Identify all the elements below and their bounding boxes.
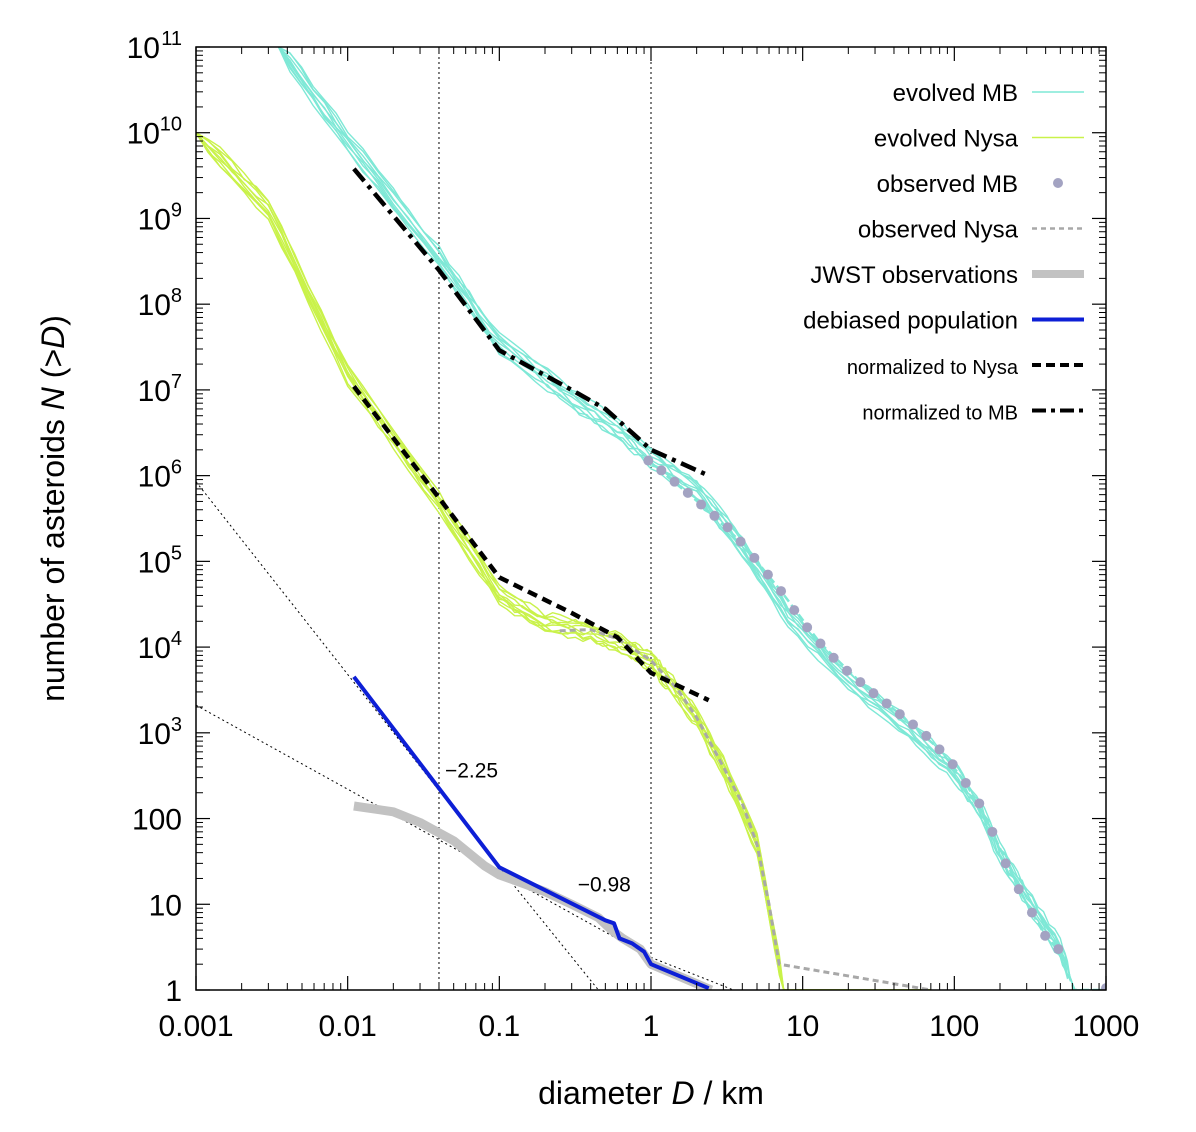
y-tick-label: 10 bbox=[138, 203, 171, 236]
y-tick-label: 10 bbox=[138, 289, 171, 322]
series-observed-mb-point bbox=[881, 698, 892, 709]
x-tick-label: 1 bbox=[643, 1010, 660, 1043]
annotations: −2.25 −0.98 bbox=[445, 760, 631, 897]
legend-swatch bbox=[1053, 178, 1063, 188]
series-observed-mb-point bbox=[776, 586, 787, 597]
y-title-symbol: N bbox=[35, 386, 71, 410]
series-observed-mb-point bbox=[934, 744, 945, 755]
series-evolved-mb-run bbox=[277, 47, 1106, 990]
y-tick-exponent: 9 bbox=[171, 199, 182, 221]
series-debiased-population bbox=[352, 675, 710, 990]
legend-label: debiased population bbox=[803, 308, 1018, 335]
series-observed-mb-point bbox=[894, 709, 905, 720]
y-tick-label: 10 bbox=[138, 375, 171, 408]
y-tick-exponent: 6 bbox=[171, 457, 182, 479]
series-normalized-to-mb bbox=[352, 167, 710, 478]
series-layer bbox=[196, 47, 1106, 990]
y-tick-label: 100 bbox=[132, 804, 182, 837]
series-observed-mb-point bbox=[789, 605, 800, 616]
series-observed-mb-point bbox=[1040, 930, 1051, 941]
legend: evolved MB evolved Nysa observed MB observe… bbox=[803, 80, 1084, 425]
series-evolved-mb-run bbox=[278, 47, 1106, 990]
series-observed-mb-point bbox=[1013, 884, 1024, 895]
y-tick-label: 10 bbox=[138, 718, 171, 751]
series-observed-mb-point bbox=[722, 522, 733, 533]
y-tick-label: 10 bbox=[138, 461, 171, 494]
series-observed-mb-point bbox=[669, 476, 680, 487]
series-observed-mb-point bbox=[735, 536, 746, 547]
y-tick-label: 10 bbox=[149, 889, 182, 922]
series-observed-mb-point bbox=[828, 652, 839, 663]
y-tick-label: 1 bbox=[165, 975, 182, 1008]
series-observed-mb-point bbox=[762, 569, 773, 580]
series-observed-mb-point bbox=[908, 719, 919, 730]
y-title-close: ) bbox=[35, 315, 71, 326]
y-title-text: number of asteroids bbox=[35, 410, 71, 702]
x-title-unit: / km bbox=[695, 1075, 764, 1111]
legend-label: normalized to MB bbox=[862, 403, 1018, 425]
series-observed-mb-point bbox=[1026, 907, 1037, 918]
x-axis-title: diameter D / km bbox=[538, 1075, 764, 1111]
y-axis-title: number of asteroids N (>D) bbox=[35, 315, 71, 702]
x-tick-label: 10 bbox=[786, 1010, 819, 1043]
series-observed-mb-point bbox=[815, 638, 826, 649]
series-observed-mb-point bbox=[960, 777, 971, 788]
y-title-symbol-d: D bbox=[35, 326, 71, 349]
y-tick-label: 10 bbox=[138, 546, 171, 579]
series-observed-mb-point bbox=[1000, 858, 1011, 869]
y-tick-exponent: 11 bbox=[161, 28, 182, 50]
series-observed-mb-point bbox=[974, 798, 985, 809]
series-observed-mb-point bbox=[802, 622, 813, 633]
x-tick-label: 0.01 bbox=[318, 1010, 376, 1043]
y-tick-exponent: 10 bbox=[160, 114, 182, 136]
slope-annotation: −0.98 bbox=[578, 874, 631, 897]
series-evolved-nysa-run bbox=[196, 132, 931, 990]
x-title-text: diameter bbox=[538, 1075, 671, 1111]
y-title-paren: (> bbox=[35, 349, 71, 387]
series-observed-mb-point bbox=[749, 552, 760, 563]
y-tick-label: 10 bbox=[127, 32, 160, 65]
series-observed-mb-point bbox=[682, 487, 693, 498]
series-observed-mb-point bbox=[1053, 944, 1064, 955]
y-tick-label: 10 bbox=[127, 118, 160, 151]
x-tick-label: 0.001 bbox=[158, 1010, 233, 1043]
series-observed-mb-point bbox=[947, 759, 958, 770]
legend-label: normalized to Nysa bbox=[847, 357, 1019, 379]
x-tick-label: 100 bbox=[929, 1010, 979, 1043]
y-tick-exponent: 7 bbox=[171, 371, 182, 393]
series-observed-mb-point bbox=[709, 510, 720, 521]
legend-label: evolved MB bbox=[893, 80, 1018, 107]
y-tick-exponent: 4 bbox=[171, 628, 182, 650]
legend-label: evolved Nysa bbox=[874, 126, 1019, 153]
slope-annotation: −2.25 bbox=[445, 760, 498, 783]
y-tick-exponent: 8 bbox=[171, 285, 182, 307]
legend-label: JWST observations bbox=[810, 262, 1018, 289]
legend-label: observed MB bbox=[877, 171, 1018, 198]
series-observed-mb-point bbox=[696, 499, 707, 510]
x-tick-label: 1000 bbox=[1073, 1010, 1140, 1043]
series-observed-mb-point bbox=[868, 688, 879, 699]
series-observed-mb-point bbox=[987, 826, 998, 837]
grid-lines bbox=[438, 47, 652, 990]
series-observed-mb-point bbox=[643, 455, 654, 466]
y-tick-exponent: 5 bbox=[171, 542, 182, 564]
series-observed-mb-point bbox=[841, 665, 852, 676]
series-evolved-nysa-run bbox=[196, 132, 931, 990]
series-normalized-to-nysa bbox=[352, 385, 710, 703]
series-jwst-observations bbox=[353, 801, 714, 990]
series-observed-mb-point bbox=[921, 730, 932, 741]
series-observed-mb-point bbox=[1101, 983, 1106, 990]
y-tick-label: 10 bbox=[138, 632, 171, 665]
y-tick-exponent: 3 bbox=[171, 714, 182, 736]
series-observed-mb-point bbox=[656, 465, 667, 476]
series-evolved-mb-run bbox=[278, 47, 1106, 990]
x-title-symbol: D bbox=[671, 1075, 694, 1111]
series-observed-mb-point bbox=[855, 677, 866, 688]
legend-label: observed Nysa bbox=[858, 217, 1019, 244]
x-tick-label: 0.1 bbox=[478, 1010, 520, 1043]
